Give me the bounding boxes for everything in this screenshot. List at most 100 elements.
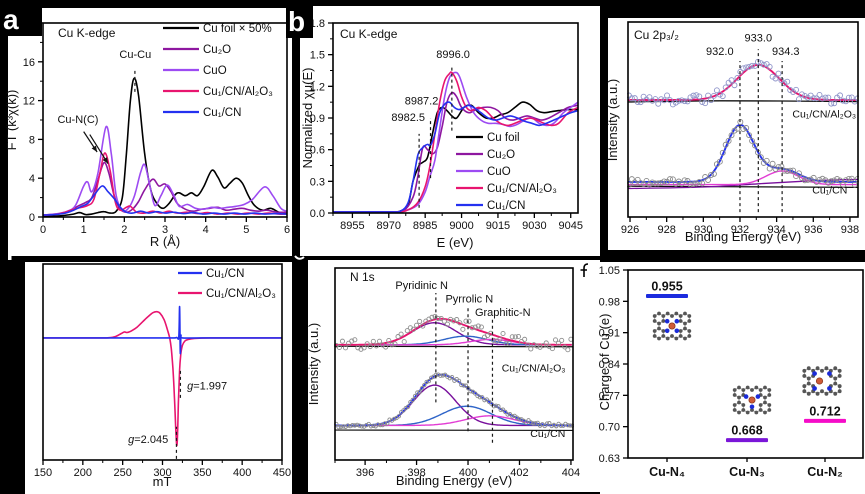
nitrogen-atom (827, 371, 832, 376)
data-point (772, 166, 779, 172)
panel-c: Cu₁/CN/Al₂O₃ Cu₁/CN 926 928 930 932 934 936 938 C… (605, 18, 865, 250)
carbon-atom (652, 334, 657, 338)
data-point (822, 94, 829, 101)
charge-marker-Cu-N₂ (804, 418, 846, 423)
data-point (484, 397, 489, 402)
data-point (787, 87, 794, 93)
data-point (681, 177, 688, 184)
data-point (699, 99, 706, 105)
data-point (457, 320, 463, 326)
data-point (459, 382, 464, 388)
nitrogen-atom (812, 386, 817, 391)
carbon-atom (763, 410, 767, 415)
data-point (559, 337, 565, 343)
data-point (338, 424, 344, 430)
carbon-atom (737, 395, 741, 400)
x-tick-label: 926 (621, 224, 639, 236)
y-tick-label: 16 (23, 57, 35, 69)
copper-atom (815, 377, 824, 385)
x-tick-label: 8955 (340, 220, 364, 232)
charge-marker-Cu-N₄ (646, 293, 688, 298)
x-tick-label: 150 (34, 467, 52, 479)
x-tick-label: 4 (203, 224, 209, 236)
data-point (417, 389, 422, 395)
data-point (562, 344, 568, 350)
data-point (429, 375, 434, 380)
data-point (787, 167, 794, 174)
data-point (658, 179, 665, 186)
data-point (358, 346, 364, 352)
x-tick-label: 200 (74, 467, 92, 479)
data-point (646, 181, 653, 188)
data-point (497, 336, 503, 342)
carbon-atom (657, 336, 661, 341)
category-label: Cu-N₃ (729, 465, 765, 479)
data-point (790, 167, 797, 174)
data-point (658, 96, 665, 103)
data-point (766, 165, 773, 172)
data-point (693, 92, 700, 99)
x-tick-label: 930 (694, 224, 712, 236)
carbon-atom (758, 388, 763, 392)
data-point (352, 337, 358, 343)
data-point (438, 315, 444, 322)
carbon-atom (815, 391, 820, 396)
panel-label-a: a (3, 4, 19, 35)
data-point (775, 70, 782, 77)
panel-title: Cu K-edge (58, 26, 116, 40)
carbon-atom (732, 393, 737, 397)
fit-curve (627, 185, 859, 188)
data-point (512, 334, 518, 340)
x-tick-label: 400 (233, 467, 251, 479)
data-point (401, 339, 407, 345)
data-point (798, 91, 805, 98)
x-tick-label: 8970 (377, 220, 401, 232)
data-point (345, 423, 351, 428)
data-point (713, 87, 720, 94)
data-point (837, 92, 843, 99)
data-point (472, 324, 478, 330)
data-point (336, 424, 341, 430)
data-point (480, 395, 485, 400)
data-point (731, 82, 738, 89)
nitrogen-atom (749, 404, 755, 410)
data-point (395, 334, 401, 340)
data-point (493, 403, 499, 408)
panel-e-plot-area (334, 313, 574, 432)
data-point (661, 178, 668, 185)
panel-a-background (8, 8, 292, 256)
data-point (831, 177, 838, 184)
y-axis-label: FT (k³χ(k)) (4, 90, 19, 151)
carbon-atom (754, 385, 759, 390)
panel-d-background (25, 262, 292, 494)
carbon-atom (833, 376, 838, 381)
data-point (509, 334, 515, 340)
x-tick-label: 0 (40, 224, 46, 236)
carbon-atom (763, 400, 767, 405)
data-point (825, 179, 832, 186)
data-point (503, 340, 509, 346)
arrowhead (102, 157, 109, 164)
data-point (672, 99, 679, 106)
carbon-atom (652, 329, 657, 333)
data-point (763, 157, 770, 164)
data-point (449, 374, 455, 380)
carbon-atom (741, 388, 746, 392)
data-point (675, 97, 682, 104)
data-point (565, 423, 571, 428)
data-point (699, 180, 706, 187)
data-point (444, 321, 450, 327)
data-point (837, 177, 843, 184)
data-point (496, 404, 501, 409)
data-point (634, 99, 641, 106)
data-point (378, 422, 383, 428)
carbon-atom (678, 329, 683, 333)
y-axis-label: Intensity (a.u.) (306, 323, 321, 405)
panel-b-plot-area (332, 71, 579, 214)
data-point (477, 395, 483, 400)
data-point (535, 420, 540, 426)
data-point (696, 179, 703, 185)
y-tick-label: 0.77 (599, 390, 620, 402)
